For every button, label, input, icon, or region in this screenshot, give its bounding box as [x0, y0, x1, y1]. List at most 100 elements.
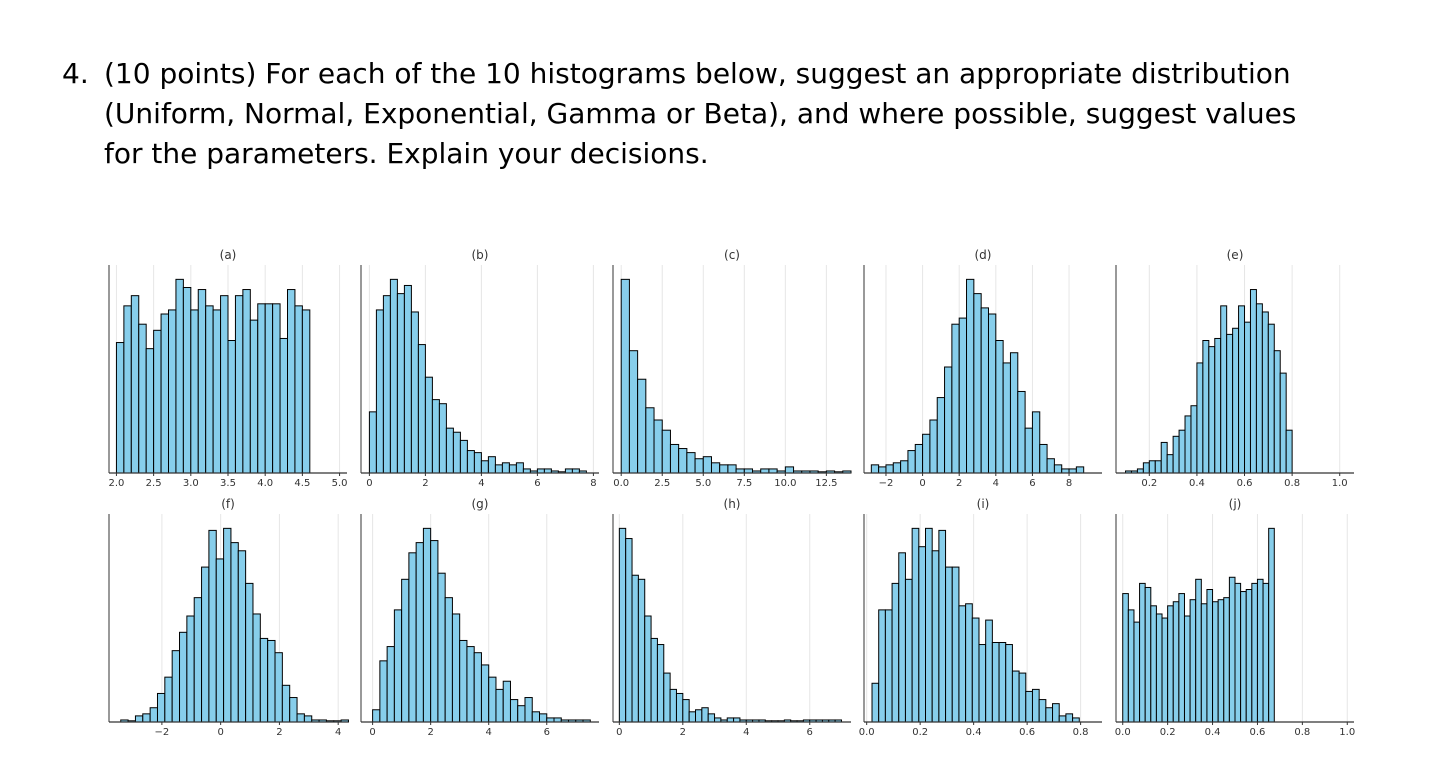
histogram-bar	[1068, 468, 1077, 474]
histogram-panel: −2 0 2 4 6 8 (d)	[863, 248, 1102, 489]
histogram-bar	[645, 407, 655, 474]
histogram-bar	[1167, 605, 1174, 723]
histogram-bar	[190, 309, 199, 474]
histogram-bar	[628, 350, 639, 474]
x-tick-label: 0	[369, 727, 375, 738]
histogram-bar	[678, 448, 688, 474]
histogram-bar	[1178, 429, 1186, 474]
histogram-bar	[517, 705, 526, 723]
x-tick-label: 0	[217, 727, 223, 738]
x-tick-label: 2	[422, 478, 428, 489]
histogram-bar	[727, 464, 737, 474]
histogram-bar	[631, 574, 639, 723]
histogram-bar	[234, 295, 244, 474]
histogram-bar	[168, 309, 177, 474]
histogram-bar	[951, 323, 960, 474]
histogram-panel: 0.0 0.2 0.4 0.6 0.8 1.0 (j)	[1115, 497, 1355, 738]
histogram-bar	[618, 527, 627, 723]
histogram-bar	[134, 715, 144, 723]
histogram-bar	[437, 572, 446, 723]
histogram-bar	[438, 403, 447, 474]
histogram-bar	[1144, 586, 1152, 723]
histogram-bar	[1196, 362, 1204, 474]
histogram-bar	[907, 450, 916, 474]
histogram-bar	[227, 340, 236, 474]
x-tick-label: 3.5	[220, 478, 236, 489]
histogram-bar	[473, 452, 482, 474]
histogram-title: (b)	[472, 248, 489, 262]
x-tick-label: 0.8	[1284, 478, 1300, 489]
histogram-bar	[1058, 715, 1067, 723]
histogram-bar	[1245, 589, 1253, 723]
histogram-panel: 0.0 0.2 0.4 0.6 0.8 (i)	[859, 497, 1102, 738]
histogram-bar	[1072, 717, 1080, 723]
histogram-bar	[735, 468, 745, 474]
histogram-bar	[279, 337, 288, 474]
histogram-bar	[1160, 441, 1168, 474]
histogram-bar	[991, 642, 1000, 723]
histogram-bar	[1038, 699, 1047, 723]
histogram-bar	[1212, 601, 1219, 723]
histogram-bar	[1172, 601, 1180, 723]
x-tick-label: 0.2	[1160, 727, 1176, 738]
histogram-bar	[936, 397, 946, 474]
histogram-bar	[303, 715, 313, 723]
histogram-bar	[289, 697, 298, 723]
histogram-bar	[487, 456, 496, 474]
histogram-bar	[138, 323, 147, 474]
histogram-bar	[164, 676, 173, 723]
x-tick-label: 0	[919, 478, 925, 489]
histogram-bar	[682, 699, 690, 723]
histogram-bar	[401, 578, 410, 723]
histogram-bar	[287, 289, 296, 474]
histogram-bar	[389, 278, 398, 474]
histogram-bar	[1208, 346, 1216, 474]
histogram-bar	[564, 468, 573, 474]
histogram-title: (e)	[1227, 248, 1244, 262]
x-tick-label: 4	[335, 727, 341, 738]
histogram-bar	[675, 692, 684, 723]
histogram-bar	[375, 309, 384, 474]
histogram-bar	[415, 542, 424, 723]
histogram-bar	[958, 605, 967, 723]
x-tick-label: 1.0	[1332, 478, 1348, 489]
histogram-bar	[267, 639, 276, 723]
histogram-bar	[925, 527, 933, 723]
histogram-bar	[1256, 578, 1264, 723]
histogram-bar	[368, 411, 377, 474]
x-tick-label: 2	[276, 727, 282, 738]
histogram-bar	[1249, 289, 1257, 474]
histogram-bar	[237, 550, 247, 723]
x-tick-label: 0.2	[1141, 478, 1157, 489]
histogram-bar	[1184, 415, 1192, 474]
x-tick-label: 12.5	[815, 478, 837, 489]
histogram-bar	[223, 527, 232, 723]
histogram-bar	[212, 309, 222, 474]
histogram-bar	[1139, 582, 1146, 723]
histogram-bar	[1195, 578, 1202, 723]
histogram-bar	[522, 468, 531, 474]
histogram-bar	[966, 278, 975, 474]
histogram-bar	[1154, 460, 1162, 474]
histogram-bar	[653, 419, 663, 474]
x-tick-label: 0.4	[1205, 727, 1221, 738]
histogram-bar	[1155, 613, 1163, 723]
histogram-bar	[379, 660, 388, 723]
histogram-bar	[1065, 713, 1074, 723]
histogram-bar	[892, 462, 902, 474]
histogram-bar	[922, 433, 931, 474]
histogram-bar	[650, 637, 658, 723]
histogram-title: (d)	[975, 248, 992, 262]
x-tick-label: 4.5	[294, 478, 310, 489]
histogram-bar	[637, 378, 647, 474]
histogram-bar	[372, 709, 381, 723]
question-number: 4.	[62, 57, 89, 90]
histogram-bar	[1189, 599, 1197, 723]
histogram-bar	[257, 303, 266, 474]
histogram-bar	[1238, 305, 1246, 474]
histogram-bar	[546, 717, 555, 723]
histogram-bar	[998, 642, 1007, 723]
histogram-bar	[403, 284, 412, 474]
x-tick-label: 4.0	[257, 478, 273, 489]
histogram-bar	[1150, 605, 1157, 723]
